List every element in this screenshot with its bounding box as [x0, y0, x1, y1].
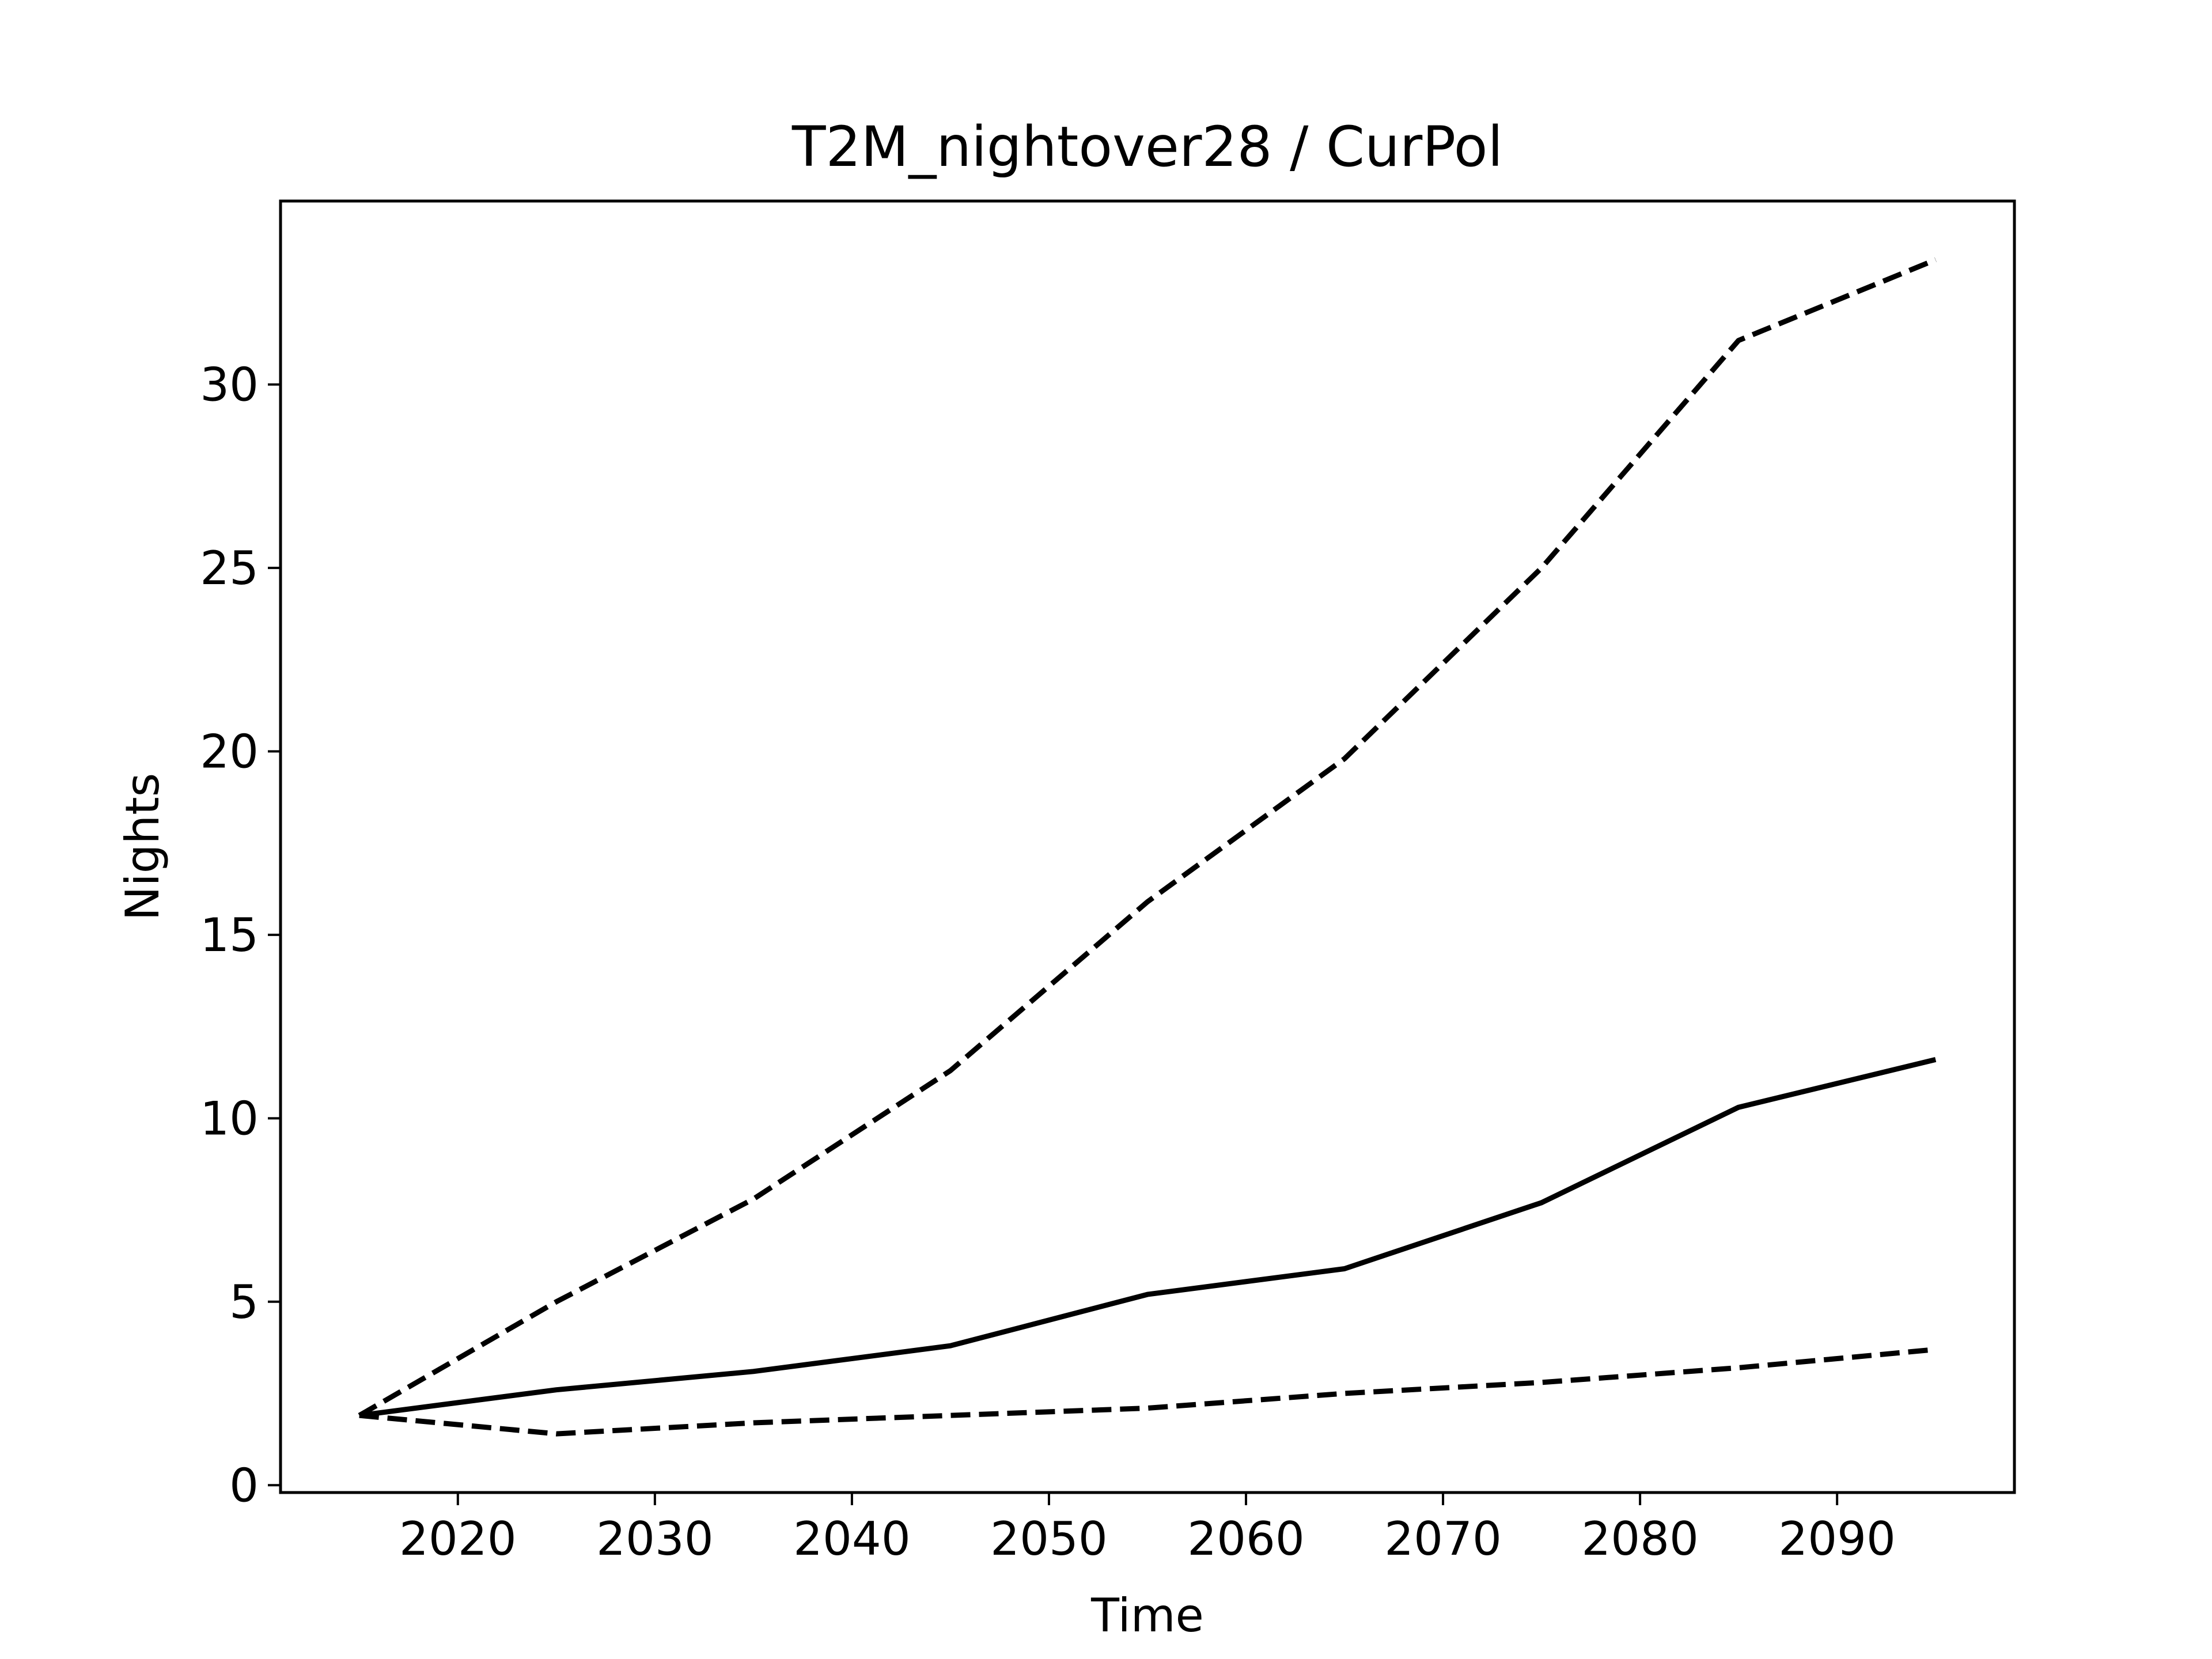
- y-tick-label: 25: [200, 541, 259, 595]
- series-line-3: [359, 1347, 1936, 1437]
- series-line-1: [358, 257, 1937, 1418]
- y-tick-label: 15: [200, 908, 259, 962]
- chart-title: T2M_nightover28 / CurPol: [791, 115, 1503, 179]
- plot-frame: [279, 199, 2016, 1494]
- x-tick-label: 2030: [596, 1512, 714, 1566]
- y-tick-label: 5: [229, 1275, 259, 1329]
- x-tick-label: 2080: [1581, 1512, 1699, 1566]
- x-tick-label: 2020: [399, 1512, 517, 1566]
- y-tick-label: 20: [200, 725, 259, 778]
- y-axis-label: Nights: [116, 773, 169, 921]
- x-tick-label: 2060: [1187, 1512, 1305, 1566]
- y-axis-ticks: 0 5 10 15 20 25 30: [200, 358, 281, 1512]
- series-line-2: [359, 1057, 1937, 1418]
- x-tick-label: 2070: [1384, 1512, 1502, 1566]
- x-tick-label: 2090: [1778, 1512, 1896, 1566]
- x-axis-label: Time: [1090, 1589, 1204, 1642]
- y-tick-label: 0: [229, 1459, 259, 1512]
- x-tick-label: 2050: [990, 1512, 1108, 1566]
- x-axis-ticks: 2020 2030 2040 2050 2060 2070 2080 2090: [399, 1493, 1896, 1566]
- plot-lines: [358, 257, 1937, 1437]
- x-tick-label: 2040: [793, 1512, 911, 1566]
- y-tick-label: 30: [200, 358, 259, 411]
- y-tick-label: 10: [200, 1092, 259, 1145]
